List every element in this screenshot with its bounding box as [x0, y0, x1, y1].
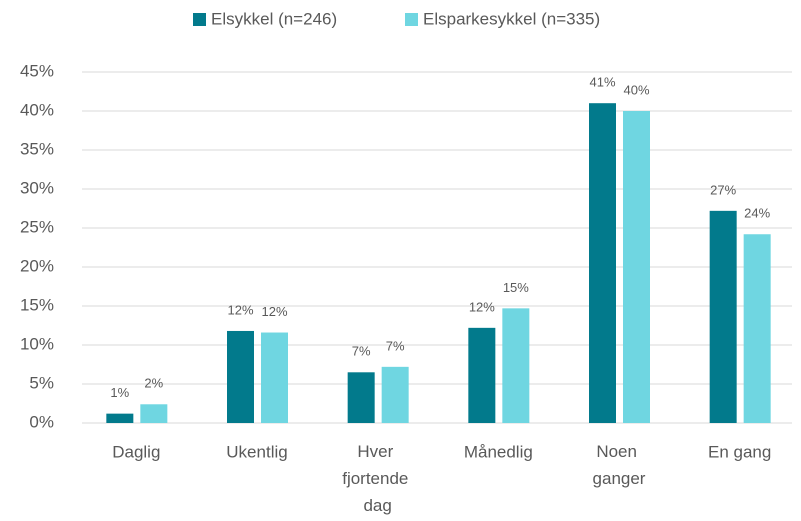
y-tick-label: 30% [20, 178, 54, 197]
y-tick-label: 0% [29, 412, 54, 431]
bar [623, 111, 650, 423]
y-tick-label: 10% [20, 334, 54, 353]
data-label: 12% [227, 302, 253, 317]
data-label: 12% [469, 299, 495, 314]
bar [227, 330, 254, 423]
data-label: 41% [589, 75, 615, 90]
data-label: 15% [503, 280, 529, 295]
x-tick-label: Daglig [112, 442, 160, 461]
data-label: 7% [352, 344, 371, 359]
x-tick-label: Hver fjortende dag [342, 442, 413, 515]
bar [140, 404, 168, 423]
data-label: 40% [623, 82, 649, 97]
y-tick-label: 15% [20, 295, 54, 314]
bar [589, 103, 616, 423]
y-tick-label: 45% [20, 61, 54, 80]
data-label: 24% [744, 206, 770, 221]
bar [261, 332, 288, 423]
bar [347, 372, 375, 423]
bar [106, 413, 134, 423]
x-tick-label: Ukentlig [226, 442, 287, 461]
data-label: 27% [710, 182, 736, 197]
bar [381, 366, 409, 423]
x-tick-label: Månedlig [464, 442, 533, 461]
data-label: 2% [144, 376, 163, 391]
data-label: 12% [261, 304, 287, 319]
y-tick-label: 40% [20, 100, 54, 119]
data-label: 7% [386, 338, 405, 353]
bar [502, 308, 530, 423]
x-tick-label: Noen ganger [593, 442, 646, 488]
legend-label: Elsykkel (n=246) [211, 9, 337, 28]
y-tick-label: 25% [20, 217, 54, 236]
y-tick-label: 5% [29, 373, 54, 392]
legend-swatch [405, 13, 418, 26]
bar [743, 234, 771, 423]
data-label: 1% [110, 385, 129, 400]
y-tick-label: 20% [20, 256, 54, 275]
legend-label: Elsparkesykkel (n=335) [423, 9, 600, 28]
bar [468, 327, 496, 423]
bar [709, 210, 737, 423]
y-tick-label: 35% [20, 139, 54, 158]
x-tick-label: En gang [708, 442, 771, 461]
legend-swatch [193, 13, 206, 26]
